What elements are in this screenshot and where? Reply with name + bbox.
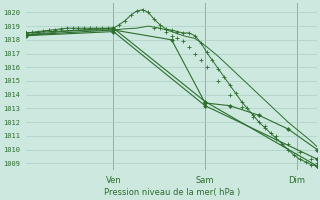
X-axis label: Pression niveau de la mer( hPa ): Pression niveau de la mer( hPa ) xyxy=(103,188,240,197)
